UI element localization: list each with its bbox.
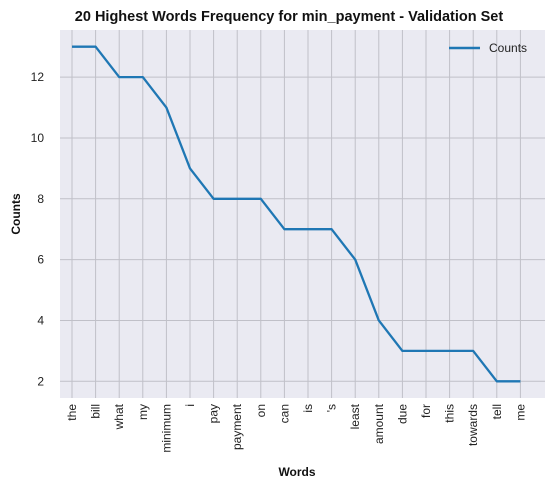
y-tick-label: 12: [31, 70, 45, 84]
x-tick-label: is: [301, 404, 315, 413]
x-tick-label: on: [254, 404, 268, 417]
x-tick-label: can: [277, 404, 291, 423]
x-axis-label: Words: [278, 465, 315, 479]
series-lines: [71, 45, 521, 383]
x-tick-label: 's: [325, 404, 339, 412]
x-tick-label: payment: [230, 403, 244, 450]
x-tick-labels: the bill what my minimum i pay payment on can is 's…: [65, 403, 527, 452]
x-tick-label: the: [65, 404, 79, 421]
x-tick-label: me: [513, 404, 527, 421]
legend-label: Counts: [489, 41, 527, 55]
plot-area: [60, 30, 545, 398]
x-tick-label: towards: [466, 404, 480, 446]
y-tick-label: 6: [37, 253, 44, 267]
y-tick-labels: 2 4 6 8 10 12: [31, 70, 45, 388]
x-tick-label: my: [136, 404, 150, 420]
x-tick-label: minimum: [159, 404, 173, 453]
x-tick-label: for: [419, 404, 433, 418]
series-line: [72, 45, 521, 383]
x-tick-label: pay: [207, 404, 221, 423]
y-tick-label: 2: [37, 374, 44, 388]
legend: Counts: [449, 41, 527, 55]
chart-title: 20 Highest Words Frequency for min_payme…: [75, 9, 504, 25]
x-tick-label: what: [112, 403, 126, 430]
x-tick-label: bill: [89, 404, 103, 419]
x-tick-label: i: [183, 404, 197, 407]
y-tick-label: 10: [31, 131, 45, 145]
x-tick-label: amount: [372, 403, 386, 444]
y-tick-label: 8: [37, 192, 44, 206]
y-tick-label: 4: [37, 313, 44, 327]
y-axis-label: Counts: [9, 193, 23, 235]
x-tick-label: tell: [490, 404, 504, 419]
x-tick-label: this: [443, 404, 457, 423]
x-tick-label: least: [348, 403, 362, 429]
x-tick-label: due: [395, 404, 409, 424]
